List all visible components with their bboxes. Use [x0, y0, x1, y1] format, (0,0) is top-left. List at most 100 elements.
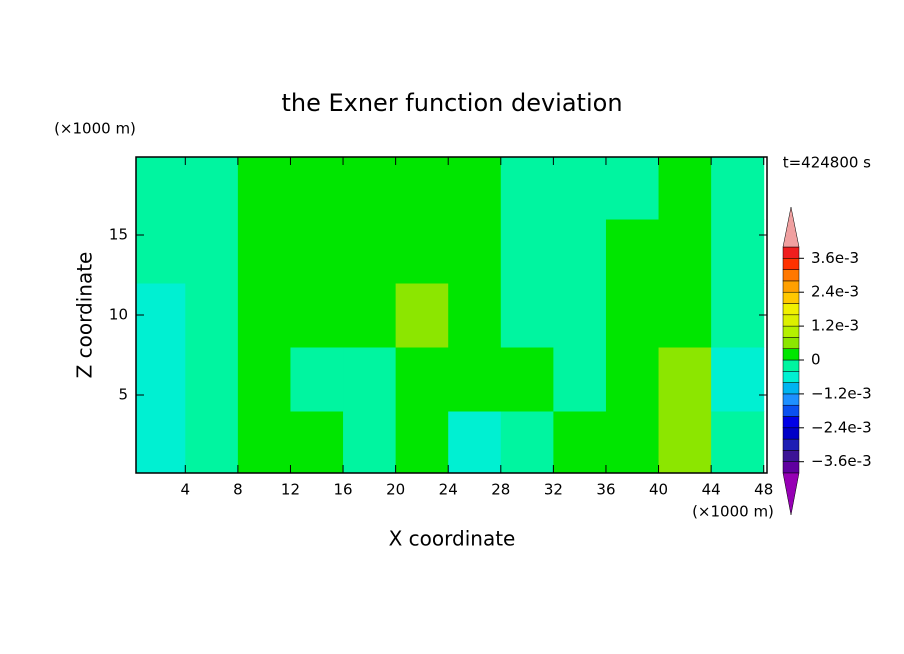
x-tick-label: 12 — [281, 481, 300, 499]
colorbar-over — [782, 206, 800, 248]
x-tick-label: 40 — [649, 481, 668, 499]
colorbar-box — [782, 461, 800, 474]
contour-cell — [500, 347, 554, 412]
contour-cell — [395, 347, 449, 412]
colorbar-box — [782, 393, 800, 406]
contour-cell — [658, 411, 712, 474]
x-tick-label: 32 — [544, 481, 563, 499]
colorbar-under — [782, 472, 800, 516]
contour-cell — [395, 157, 449, 220]
contour-cell — [343, 347, 397, 412]
colorbar-box — [782, 450, 800, 462]
colorbar-box — [782, 291, 800, 304]
x-unit-label: (×1000 m) — [692, 503, 774, 521]
x-tick-label: 24 — [439, 481, 458, 499]
contour-cell — [553, 411, 607, 474]
contour-cell — [658, 219, 712, 284]
contour-cell — [136, 347, 186, 412]
contour-cell — [553, 219, 607, 284]
contour-cell — [605, 283, 660, 348]
colorbar-tick-label: −3.6e-3 — [811, 452, 872, 470]
x-tick-label: 20 — [386, 481, 405, 499]
contour-cell — [395, 283, 449, 348]
contour-cell — [343, 283, 397, 348]
contour-cell — [136, 411, 186, 474]
x-tick-label: 16 — [334, 481, 353, 499]
x-tick-label: 8 — [233, 481, 243, 499]
contour-cell — [185, 347, 239, 412]
colorbar-box — [782, 371, 800, 383]
contour-cell — [343, 411, 397, 474]
contour-cell — [605, 347, 660, 412]
x-tick-label: 48 — [754, 481, 773, 499]
contour-cell — [237, 219, 291, 284]
contour-cell — [711, 219, 765, 284]
contour-cell — [500, 157, 554, 220]
contour-cell — [448, 219, 502, 284]
contour-cell — [185, 411, 239, 474]
contour-cell — [711, 411, 765, 474]
contour-cell — [185, 283, 239, 348]
colorbar-box — [782, 416, 800, 429]
x-tick-label: 36 — [596, 481, 615, 499]
contour-cell — [605, 157, 660, 220]
colorbar-box — [782, 303, 800, 316]
contour-cell — [237, 411, 291, 474]
contour-cell — [395, 411, 449, 474]
colorbar-tick-label: 3.6e-3 — [811, 249, 859, 267]
colorbar-box — [782, 269, 800, 282]
colorbar-box — [782, 382, 800, 395]
colorbar-box — [782, 359, 800, 372]
x-tick-label: 4 — [181, 481, 191, 499]
contour-cell — [553, 283, 607, 348]
contour-cell — [553, 347, 607, 412]
contour-cell — [343, 219, 397, 284]
annotation: t=424800 s — [783, 154, 871, 172]
contour-cell — [553, 157, 607, 220]
colorbar-box — [782, 314, 800, 327]
y-tick-label: 10 — [109, 306, 128, 324]
y-tick-label: 15 — [109, 226, 128, 244]
colorbar-box — [782, 438, 800, 451]
x-axis-label: X coordinate — [389, 527, 516, 551]
contour-cell — [500, 283, 554, 348]
contour-cell — [448, 347, 502, 412]
colorbar-box — [782, 258, 800, 270]
contour-cell — [711, 157, 765, 220]
contour-cell — [395, 219, 449, 284]
chart-title: the Exner function deviation — [281, 89, 622, 117]
contour-cell — [290, 157, 344, 220]
colorbar-tick-label: 2.4e-3 — [811, 283, 859, 301]
contour-cell — [658, 283, 712, 348]
colorbar-box — [782, 280, 800, 293]
contour-cell — [185, 219, 239, 284]
contour-cell — [136, 283, 186, 348]
contour-cell — [448, 157, 502, 220]
contour-cell — [290, 347, 344, 412]
contour-cell — [658, 347, 712, 412]
x-tick-label: 28 — [491, 481, 510, 499]
colorbar-box — [782, 427, 800, 440]
contour-cell — [711, 283, 765, 348]
contour-cell — [290, 283, 344, 348]
contour-cell — [136, 219, 186, 284]
contour-cell — [185, 157, 239, 220]
colorbar-box — [782, 337, 800, 349]
contour-cell — [237, 283, 291, 348]
contour-cell — [237, 157, 291, 220]
contour-cell — [290, 219, 344, 284]
contour-cell — [448, 411, 502, 474]
colorbar-tick-label: 1.2e-3 — [811, 317, 859, 335]
contour-cell — [711, 347, 765, 412]
colorbar-tick-label: 0 — [811, 351, 821, 369]
contour-cell — [658, 157, 712, 220]
colorbar-box — [782, 325, 800, 338]
contour-cell — [448, 283, 502, 348]
contour-cell — [605, 411, 660, 474]
contour-cell — [500, 219, 554, 284]
x-tick-label: 44 — [702, 481, 721, 499]
colorbar-box — [782, 246, 800, 259]
y-axis-label: Z coordinate — [73, 252, 97, 379]
contour-cell — [500, 411, 554, 474]
